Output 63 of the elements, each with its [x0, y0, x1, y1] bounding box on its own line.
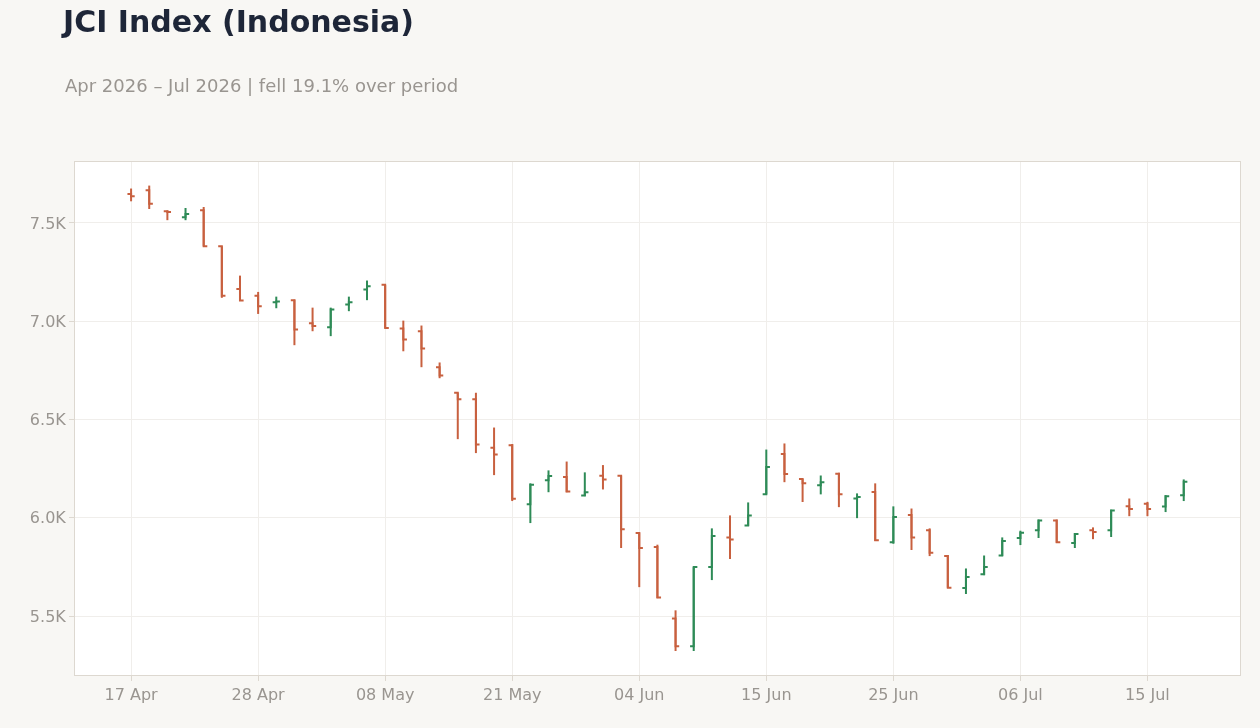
candlestick	[235, 274, 245, 302]
candlestick	[906, 507, 917, 551]
candlestick	[761, 448, 771, 496]
x-tick-label: 04 Jun	[614, 685, 665, 705]
x-tick-label: 21 May	[482, 685, 542, 705]
candlestick	[852, 492, 862, 520]
x-tick-label: 15 Jul	[1125, 685, 1170, 705]
candlestick	[489, 426, 499, 477]
candlestick	[144, 184, 154, 210]
candlestick	[525, 482, 535, 525]
candlestick	[543, 469, 554, 494]
x-tick-label: 06 Jul	[998, 685, 1043, 705]
candlestick	[725, 514, 735, 561]
x-tick-label: 28 Apr	[231, 685, 286, 705]
chart-title: JCI Index (Indonesia)	[61, 3, 415, 39]
x-tick-label: 15 Jun	[741, 685, 792, 705]
y-tick-label: 5.5K	[29, 606, 67, 626]
candlestick	[779, 442, 790, 484]
candlestick	[997, 536, 1007, 558]
candlestick	[199, 206, 209, 248]
candlestick	[689, 566, 699, 653]
chart-subtitle: Apr 2026 – Jul 2026 | fell 19.1% over period	[65, 75, 459, 96]
candlestick	[362, 279, 372, 302]
y-tick-label: 7.5K	[29, 213, 67, 233]
candlestick	[217, 245, 227, 299]
candlestick	[1106, 508, 1116, 539]
candlestick	[961, 567, 971, 596]
candlestick	[1179, 478, 1189, 503]
candlestick	[652, 543, 663, 600]
candlestick	[834, 471, 844, 509]
candlestick	[925, 527, 935, 558]
candlestick	[888, 505, 898, 545]
candlestick	[453, 391, 463, 441]
candlestick	[1052, 518, 1062, 544]
y-tick-label: 7.0K	[29, 311, 67, 331]
candlestick	[307, 306, 318, 333]
y-tick-label: 6.5K	[29, 410, 67, 430]
candlestick	[616, 474, 626, 550]
candlestick	[416, 324, 427, 369]
candlestick	[797, 477, 808, 504]
candlestick	[1033, 518, 1044, 539]
candlestick	[743, 501, 753, 528]
candlestick	[471, 391, 481, 455]
candlestick	[380, 283, 390, 329]
candlestick	[670, 609, 681, 653]
candlestick	[326, 306, 336, 338]
y-tick-label: 6.0K	[29, 508, 67, 528]
x-tick-label: 25 Jun	[868, 685, 919, 705]
candlestick	[707, 527, 717, 582]
candlestick	[562, 460, 572, 494]
candlestick	[870, 482, 880, 542]
candlestick	[398, 319, 408, 353]
x-tick-label: 08 May	[355, 685, 415, 705]
candlestick	[507, 443, 517, 503]
candlestick	[634, 531, 644, 589]
candlestick	[289, 298, 300, 347]
candlestick	[598, 464, 608, 491]
candlestick	[580, 471, 590, 498]
candlestick	[943, 554, 953, 589]
candlestick	[816, 474, 826, 496]
x-tick-label: 17 Apr	[104, 685, 159, 705]
candlestick	[979, 554, 989, 577]
candlestick	[253, 290, 263, 315]
